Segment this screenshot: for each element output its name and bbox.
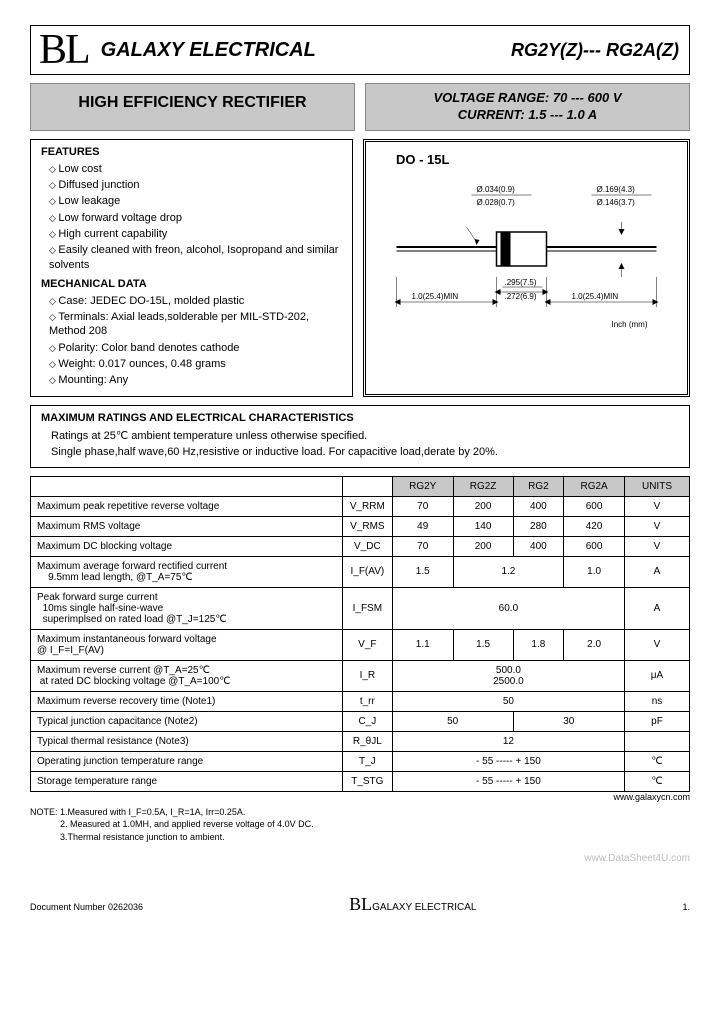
svg-text:Ø.034(0.9): Ø.034(0.9) xyxy=(477,185,516,194)
table-row: Maximum reverse recovery time (Note1) t_… xyxy=(31,691,690,711)
document-number: Document Number 0262036 xyxy=(30,902,143,912)
feature-item: Easily cleaned with freon, alcohol, Isop… xyxy=(49,243,342,272)
do15-diagram-icon: Ø.034(0.9) Ø.028(0.7) Ø.169(4.3) Ø.146(3… xyxy=(376,177,677,337)
table-row: Peak forward surge current 10ms single h… xyxy=(31,587,690,629)
diagram-title: DO - 15L xyxy=(396,152,677,167)
table-row: Maximum instantaneous forward voltage @ … xyxy=(31,629,690,660)
mechanical-item: Polarity: Color band denotes cathode xyxy=(49,341,342,355)
svg-text:Ø.028(0.7): Ø.028(0.7) xyxy=(477,198,516,207)
table-row: Typical thermal resistance (Note3) R_θJL… xyxy=(31,731,690,751)
ratings-heading: MAXIMUM RATINGS AND ELECTRICAL CHARACTER… xyxy=(41,412,679,424)
mechanical-heading: MECHANICAL DATA xyxy=(41,278,342,290)
ratings-table: RG2Y RG2Z RG2 RG2A UNITS Maximum peak re… xyxy=(30,476,690,792)
table-row: Maximum peak repetitive reverse voltage … xyxy=(31,496,690,516)
feature-item: Low leakage xyxy=(49,194,342,208)
col-header: RG2A xyxy=(564,476,625,496)
features-list: Low cost Diffused junction Low leakage L… xyxy=(41,162,342,272)
svg-text:1.0(25.4)MIN: 1.0(25.4)MIN xyxy=(572,292,619,301)
svg-text:Ø.146(3.7): Ø.146(3.7) xyxy=(597,198,636,207)
feature-item: Low cost xyxy=(49,162,342,176)
col-header: RG2 xyxy=(513,476,564,496)
table-row: Maximum reverse current @T_A=25℃ at rate… xyxy=(31,660,690,691)
svg-text:Ø.169(4.3): Ø.169(4.3) xyxy=(597,185,636,194)
svg-text:.272(6.9): .272(6.9) xyxy=(505,292,537,301)
mechanical-list: Case: JEDEC DO-15L, molded plastic Termi… xyxy=(41,294,342,388)
feature-item: Low forward voltage drop xyxy=(49,211,342,225)
table-row: Maximum average forward rectified curren… xyxy=(31,556,690,587)
voltage-range: VOLTAGE RANGE: 70 --- 600 V xyxy=(370,90,685,107)
svg-text:1.0(25.4)MIN: 1.0(25.4)MIN xyxy=(412,292,459,301)
company-name: GALAXY ELECTRICAL xyxy=(97,39,511,62)
url: www.galaxycn.com xyxy=(30,792,690,802)
logo: BL xyxy=(31,26,97,74)
feature-item: High current capability xyxy=(49,227,342,241)
notes: NOTE: 1.Measured with I_F=0.5A, I_R=1A, … xyxy=(30,806,690,844)
watermark: www.DataSheet4U.com xyxy=(30,853,690,864)
features-box: FEATURES Low cost Diffused junction Low … xyxy=(30,139,353,397)
table-row: Operating junction temperature range T_J… xyxy=(31,751,690,771)
mechanical-item: Case: JEDEC DO-15L, molded plastic xyxy=(49,294,342,308)
page-number: 1. xyxy=(682,902,690,912)
mechanical-item: Terminals: Axial leads,solderable per MI… xyxy=(49,310,342,339)
package-diagram: DO - 15L Ø.034(0.9) Ø.028(0.7) Ø.169(4.3… xyxy=(363,139,690,397)
svg-text:.295(7.5): .295(7.5) xyxy=(505,278,537,287)
current-range: CURRENT: 1.5 --- 1.0 A xyxy=(370,107,685,124)
specs-box: VOLTAGE RANGE: 70 --- 600 V CURRENT: 1.5… xyxy=(365,83,690,131)
part-number: RG2Y(Z)--- RG2A(Z) xyxy=(511,40,689,61)
table-row: Storage temperature range T_STG - 55 ---… xyxy=(31,771,690,791)
product-title: HIGH EFFICIENCY RECTIFIER xyxy=(30,83,355,131)
mechanical-item: Weight: 0.017 ounces, 0.48 grams xyxy=(49,357,342,371)
col-header: RG2Z xyxy=(453,476,513,496)
footer-company: GALAXY ELECTRICAL xyxy=(372,902,476,913)
ratings-note1: Ratings at 25℃ ambient temperature unles… xyxy=(51,428,679,445)
col-header: RG2Y xyxy=(392,476,453,496)
table-row: Maximum DC blocking voltage V_DC 70 200 … xyxy=(31,536,690,556)
table-row: Typical junction capacitance (Note2) C_J… xyxy=(31,711,690,731)
header: BL GALAXY ELECTRICAL RG2Y(Z)--- RG2A(Z) xyxy=(30,25,690,75)
features-heading: FEATURES xyxy=(41,146,342,158)
ratings-note2: Single phase,half wave,60 Hz,resistive o… xyxy=(51,444,679,461)
svg-text:Inch (mm): Inch (mm) xyxy=(612,320,648,329)
mechanical-item: Mounting: Any xyxy=(49,373,342,387)
footer: Document Number 0262036 BLGALAXY ELECTRI… xyxy=(30,894,690,915)
col-header: UNITS xyxy=(624,476,689,496)
footer-logo: BL xyxy=(349,894,372,914)
feature-item: Diffused junction xyxy=(49,178,342,192)
ratings-box: MAXIMUM RATINGS AND ELECTRICAL CHARACTER… xyxy=(30,405,690,468)
table-row: Maximum RMS voltage V_RMS 49 140 280 420… xyxy=(31,516,690,536)
